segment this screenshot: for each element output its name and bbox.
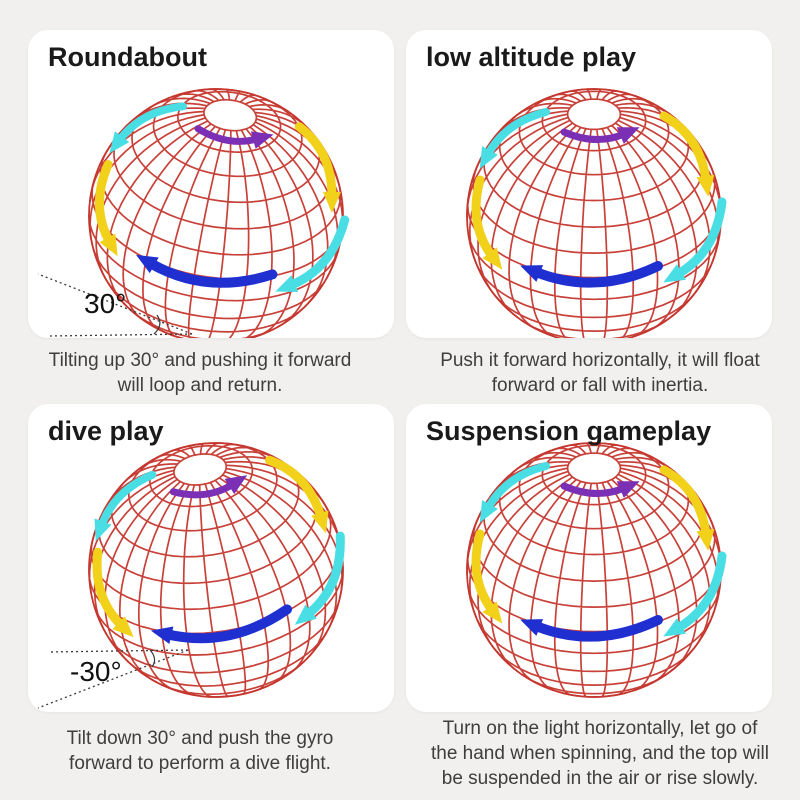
flying-orb-sphere — [466, 88, 727, 338]
flying-orb-sphere — [88, 442, 345, 698]
left-side-spin-arrow — [471, 175, 503, 270]
pole-spin-arrow — [560, 481, 640, 498]
panel-caption: Tilting up 30° and pushing it forward wi… — [48, 350, 352, 396]
right-side-spin-arrow — [294, 531, 345, 625]
orb-wireframe-illustration — [424, 46, 764, 338]
panel-dive: dive play -30° — [28, 404, 394, 712]
pole-spin-arrow — [194, 125, 274, 149]
panel-title: low altitude play — [426, 42, 637, 72]
panel-low-altitude: low altitude play — [406, 30, 772, 338]
right-upper-spin-arrow — [659, 465, 715, 551]
flying-orb-sphere — [88, 88, 350, 338]
panel-title: Roundabout — [48, 42, 207, 72]
left-side-spin-arrow — [471, 529, 503, 624]
angle-label: 30° — [84, 288, 127, 319]
angle-label: -30° — [70, 656, 122, 687]
angle-lines — [37, 273, 193, 337]
left-upper-spin-arrow — [479, 462, 550, 523]
bottom-forward-arrow — [520, 615, 663, 642]
bottom-forward-arrow — [520, 261, 663, 288]
flying-orb-sphere — [466, 442, 727, 698]
left-upper-spin-arrow — [109, 102, 187, 154]
bottom-forward-arrow — [136, 254, 278, 288]
panel-caption: Push it forward horizontally, it will fl… — [440, 350, 760, 396]
panel-suspension: Suspension gameplay — [406, 404, 772, 712]
panel-caption: Tilt down 30° and push the gyro forward … — [66, 728, 334, 774]
angle-baseline — [49, 333, 193, 337]
right-side-spin-arrow — [275, 215, 350, 292]
left-side-spin-arrow — [92, 547, 134, 638]
right-upper-spin-arrow — [294, 122, 341, 213]
right-side-spin-arrow — [663, 197, 727, 283]
left-upper-spin-arrow — [94, 470, 157, 542]
panel-caption: Turn on the light horizontally, let go o… — [430, 718, 770, 789]
right-side-spin-arrow — [663, 551, 727, 637]
angle-ray — [37, 649, 189, 709]
bottom-forward-arrow — [150, 604, 293, 645]
panel-roundabout: Roundabout 30° — [28, 30, 394, 338]
left-upper-spin-arrow — [479, 108, 550, 169]
panel-title: dive play — [48, 416, 164, 446]
pole-spin-arrow — [560, 127, 640, 144]
angle-arc — [153, 314, 161, 335]
right-upper-spin-arrow — [659, 111, 715, 197]
pole-spin-arrow — [169, 475, 248, 499]
right-upper-spin-arrow — [264, 455, 329, 534]
tilt-down-angle-diagram: -30° — [36, 640, 246, 712]
angle-baseline — [47, 649, 189, 653]
orb-wireframe-illustration — [46, 404, 386, 712]
angle-lines — [37, 649, 189, 709]
panel-title: Suspension gameplay — [426, 416, 712, 446]
tilt-up-angle-diagram: 30° — [34, 264, 244, 338]
orb-wireframe-illustration — [424, 404, 764, 712]
angle-arc — [149, 649, 156, 668]
orb-wireframe-illustration — [46, 46, 386, 338]
left-side-spin-arrow — [94, 159, 118, 257]
